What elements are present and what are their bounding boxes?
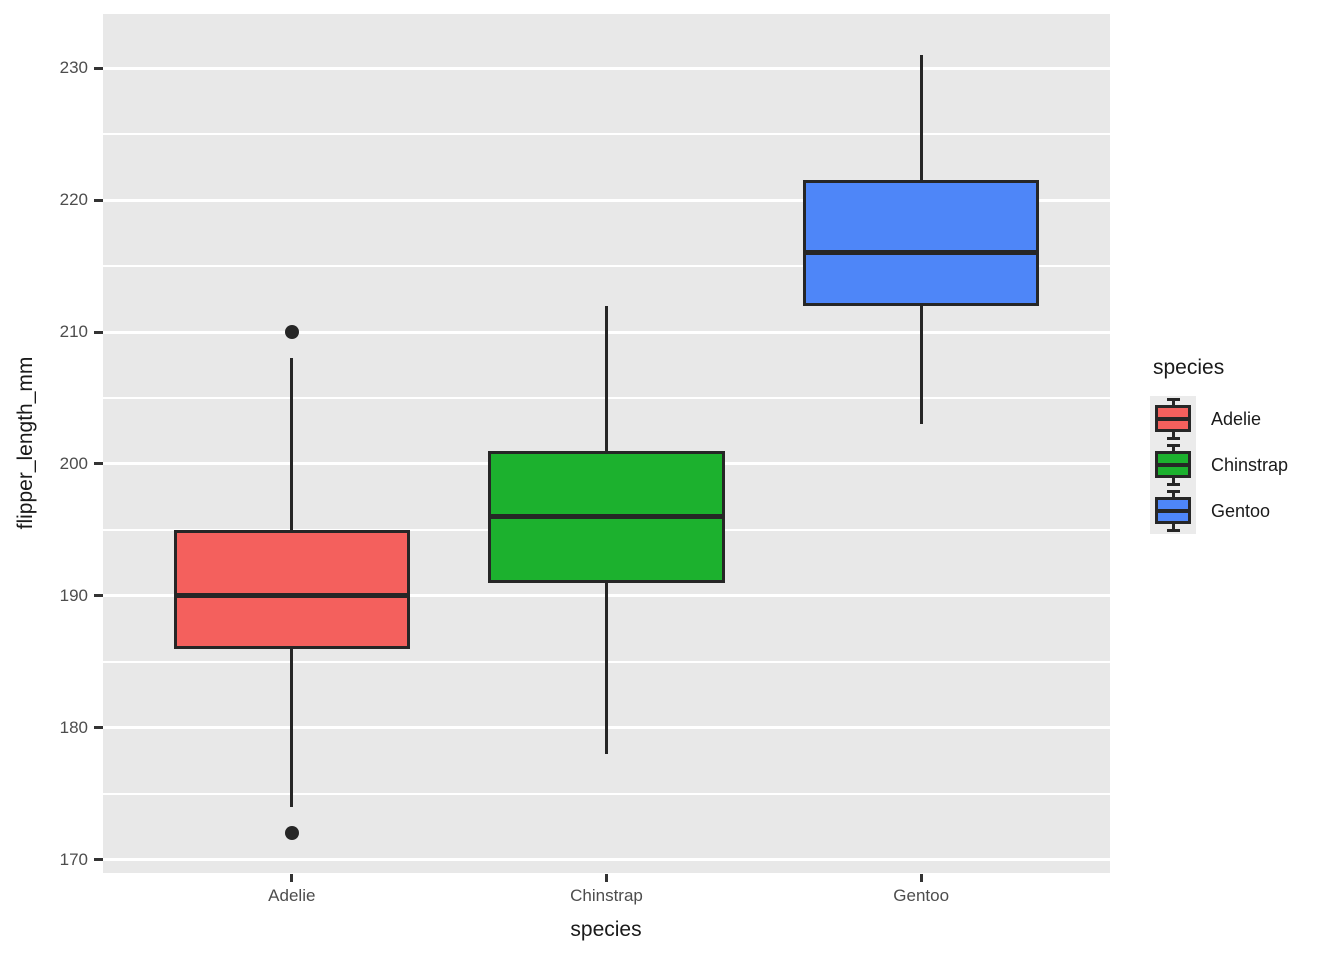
gridline-minor (103, 133, 1110, 136)
x-tick-mark (605, 874, 608, 882)
y-tick-mark (94, 858, 103, 862)
legend-title: species (1153, 356, 1225, 379)
legend-whisker-cap-bottom (1167, 529, 1180, 532)
median-line-gentoo (803, 250, 1040, 256)
y-tick-label: 220 (59, 190, 88, 210)
x-tick-mark (919, 874, 923, 882)
legend-whisker-cap-top (1167, 490, 1180, 493)
y-tick-mark (94, 726, 103, 730)
legend-key-boxplot-icon (1150, 488, 1196, 534)
median-line-adelie (173, 593, 410, 599)
legend-item-adelie: Adelie (1150, 396, 1288, 442)
upper-whisker-adelie (290, 358, 294, 530)
legend-whisker-cap-top (1167, 444, 1180, 447)
legend-entries: Adelie Chinstrap Gentoo (1150, 396, 1288, 534)
y-tick-mark (94, 66, 103, 70)
legend: species Adelie Chinstrap Gentoo (1150, 356, 1288, 534)
boxplot-box-adelie (173, 529, 410, 649)
y-tick-mark (94, 198, 103, 202)
gridline-major (103, 198, 1110, 202)
lower-whisker-adelie (290, 648, 294, 807)
y-tick-mark (94, 594, 103, 598)
legend-label: Chinstrap (1211, 454, 1289, 475)
x-tick-label: Gentoo (893, 886, 950, 905)
legend-median-glyph (1155, 463, 1191, 467)
legend-key-boxplot-icon (1150, 396, 1196, 442)
gridline-major (103, 66, 1110, 70)
upper-whisker-chinstrap (605, 305, 608, 451)
y-tick-label: 180 (59, 717, 88, 737)
gridline-minor (103, 792, 1110, 795)
gridline-minor (103, 265, 1110, 268)
y-tick-label: 200 (59, 453, 88, 473)
upper-whisker-gentoo (919, 54, 923, 181)
legend-label: Gentoo (1211, 500, 1271, 521)
legend-item-chinstrap: Chinstrap (1150, 442, 1288, 488)
plot-panel (103, 14, 1110, 873)
y-tick-mark (94, 462, 103, 466)
boxplot-box-gentoo (803, 180, 1040, 306)
y-tick-label: 190 (59, 585, 88, 605)
lower-whisker-gentoo (919, 305, 923, 425)
x-tick-label: Adelie (268, 886, 316, 905)
x-axis-title: species (570, 918, 642, 941)
legend-whisker-cap-bottom (1167, 483, 1180, 486)
outlier-point-adelie (284, 325, 299, 339)
legend-key-boxplot-icon (1150, 442, 1196, 488)
outlier-point-adelie (284, 826, 299, 841)
legend-median-glyph (1155, 417, 1191, 421)
x-tick-label: Chinstrap (570, 886, 643, 905)
legend-whisker-cap-bottom (1167, 437, 1180, 440)
y-tick-label: 170 (59, 849, 88, 869)
y-tick-label: 210 (59, 322, 88, 341)
median-line-chinstrap (488, 514, 725, 520)
gridline-major (103, 858, 1110, 862)
legend-median-glyph (1155, 509, 1191, 513)
y-axis-title: flipper_length_mm (14, 356, 37, 530)
x-tick-mark (290, 874, 294, 882)
lower-whisker-chinstrap (605, 582, 608, 755)
y-tick-label: 230 (59, 58, 88, 78)
legend-item-gentoo: Gentoo (1150, 488, 1288, 534)
legend-whisker-cap-top (1167, 398, 1180, 401)
legend-label: Adelie (1211, 408, 1262, 429)
y-tick-mark (94, 330, 103, 334)
